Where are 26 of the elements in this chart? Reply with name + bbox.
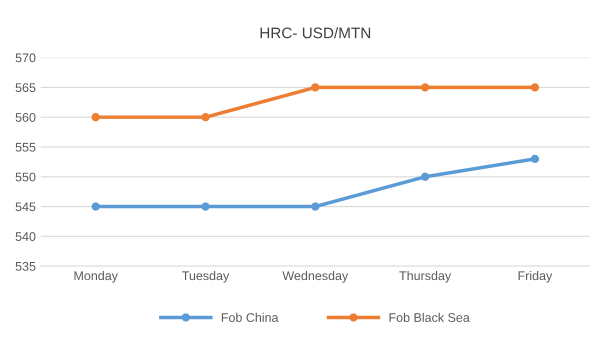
x-tick-label: Wednesday	[282, 270, 348, 283]
y-tick-label: 570	[16, 53, 36, 62]
x-tick-label: Monday	[74, 270, 118, 283]
y-tick-label: 560	[16, 113, 36, 122]
y-tick-label: 540	[16, 232, 36, 241]
y-tick-label: 535	[16, 262, 36, 271]
point	[92, 113, 100, 122]
point	[311, 83, 320, 92]
legend-label: Fob China	[222, 312, 278, 322]
point	[530, 154, 540, 164]
y-tick-label: 545	[16, 202, 36, 212]
y-tick-label: 565	[16, 83, 36, 92]
point	[201, 113, 210, 122]
chart-title: HRC- USD/MTN	[260, 27, 370, 38]
point	[530, 83, 540, 92]
y-tick-label: 555	[16, 142, 36, 152]
x-tick-label: Tuesday	[182, 270, 230, 283]
point	[420, 83, 430, 92]
x-tick-label: Thursday	[399, 270, 452, 283]
x-tick-label: Friday	[518, 270, 552, 283]
point	[311, 202, 320, 211]
point	[420, 172, 430, 181]
point	[92, 202, 100, 211]
y-tick-label: 550	[16, 172, 36, 182]
legend-label: Fob Black Sea	[390, 312, 470, 322]
point	[201, 202, 210, 211]
